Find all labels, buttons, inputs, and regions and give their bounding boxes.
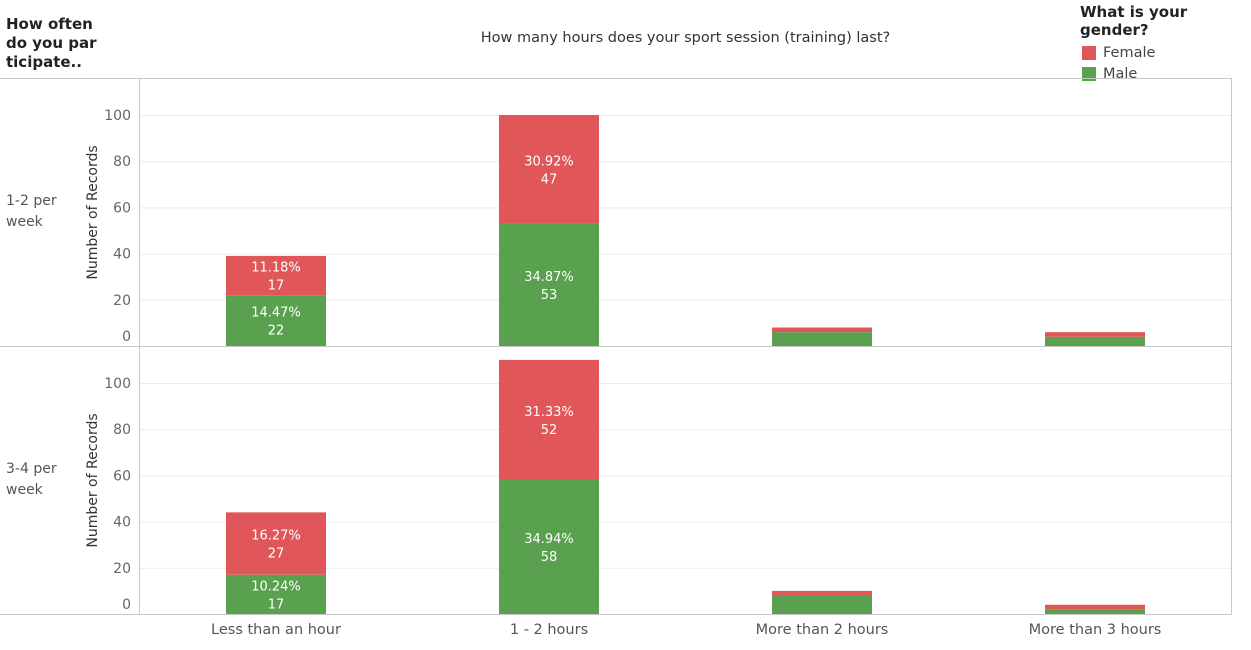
bar-male <box>499 223 599 346</box>
row-label-line: week <box>6 482 43 498</box>
bar-male <box>1045 609 1145 614</box>
bar-female <box>1045 604 1145 610</box>
bar-male <box>772 595 872 614</box>
y-tick-label: 60 <box>113 200 131 216</box>
y-axis-title: Number of Records <box>85 145 101 279</box>
row-label-1-2-per-week: 1-2 per week <box>6 191 76 233</box>
legend-swatch-male <box>1082 66 1096 81</box>
x-tick-label: More than 2 hours <box>756 622 889 638</box>
y-tick-label: 100 <box>104 108 131 124</box>
bar-count-label: 58 <box>541 550 558 565</box>
bar-percent-label: 34.87% <box>524 270 574 285</box>
bar-count-label: 47 <box>541 172 558 187</box>
row-header-line: How often <box>6 15 93 33</box>
legend-label-female: Female <box>1103 44 1156 61</box>
bar-male <box>772 332 872 346</box>
bar-male <box>499 480 599 614</box>
legend-label-male: Male <box>1103 65 1138 82</box>
y-tick-label: 20 <box>113 561 131 577</box>
bar-count-label: 53 <box>541 288 558 303</box>
row-label-line: 1-2 per <box>6 193 57 209</box>
y-tick-label: 80 <box>113 422 131 438</box>
y-tick-label: 0 <box>122 329 131 345</box>
y-axis-title: Number of Records <box>85 413 101 547</box>
bar-male <box>1045 336 1145 346</box>
bar-female <box>1045 332 1145 337</box>
bar-male <box>226 295 326 346</box>
bar-count-label: 17 <box>268 279 285 294</box>
bar-percent-label: 10.24% <box>251 579 301 594</box>
bar-percent-label: 34.94% <box>524 532 574 547</box>
bar-female <box>499 115 599 224</box>
legend-item-female[interactable]: Female <box>1080 42 1251 63</box>
y-tick-label: 60 <box>113 468 131 484</box>
bar-female <box>772 590 872 596</box>
bar-count-label: 17 <box>268 597 285 612</box>
row-label-3-4-per-week: 3-4 per week <box>6 459 76 501</box>
legend-title: What is your gender? <box>1080 3 1188 39</box>
x-tick-label: More than 3 hours <box>1029 622 1162 638</box>
y-tick-label: 40 <box>113 515 131 531</box>
row-header-line: ticipate.. <box>6 53 82 71</box>
bar-percent-label: 14.47% <box>251 306 301 321</box>
row-header-title: How often do you par ticipate.. <box>6 15 106 72</box>
bar-count-label: 52 <box>541 423 558 438</box>
legend-swatch-female <box>1082 45 1096 60</box>
y-tick-label: 80 <box>113 154 131 170</box>
y-tick-label: 40 <box>113 247 131 263</box>
y-tick-label: 100 <box>104 376 131 392</box>
bar-count-label: 22 <box>268 324 285 339</box>
legend-item-male[interactable]: Male <box>1080 63 1251 84</box>
bar-count-label: 27 <box>268 547 285 562</box>
bar-percent-label: 16.27% <box>251 529 301 544</box>
y-tick-label: 0 <box>122 597 131 613</box>
bar-female <box>226 512 326 575</box>
row-header-line: do you par <box>6 34 97 52</box>
x-tick-label: Less than an hour <box>211 622 341 638</box>
row-label-line: week <box>6 214 43 230</box>
column-title: How many hours does your sport session (… <box>480 30 891 46</box>
bar-percent-label: 31.33% <box>524 405 574 420</box>
y-tick-label: 20 <box>113 293 131 309</box>
bar-female <box>499 359 599 481</box>
bar-percent-label: 11.18% <box>251 261 301 276</box>
bar-male <box>226 574 326 614</box>
legend[interactable]: What is your gender? Female Male <box>1080 3 1251 84</box>
bar-female <box>226 255 326 296</box>
x-tick-label: 1 - 2 hours <box>510 622 588 638</box>
bar-female <box>772 327 872 333</box>
bar-percent-label: 30.92% <box>524 154 574 169</box>
row-label-line: 3-4 per <box>6 461 57 477</box>
